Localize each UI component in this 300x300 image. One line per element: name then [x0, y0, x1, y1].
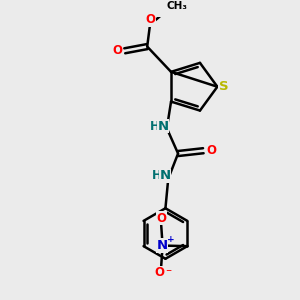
Text: O: O — [155, 266, 165, 279]
Text: H: H — [152, 169, 161, 182]
Text: N: N — [157, 239, 168, 252]
Text: O: O — [206, 144, 216, 157]
Text: O: O — [112, 44, 122, 57]
Text: O: O — [145, 13, 155, 26]
Text: S: S — [219, 80, 228, 93]
Text: N: N — [158, 119, 169, 133]
Text: +: + — [167, 235, 174, 244]
Text: N: N — [159, 169, 170, 182]
Text: CH₃: CH₃ — [166, 1, 187, 11]
Text: H: H — [150, 119, 160, 133]
Text: O: O — [156, 212, 166, 225]
Text: ⁻: ⁻ — [165, 267, 171, 280]
